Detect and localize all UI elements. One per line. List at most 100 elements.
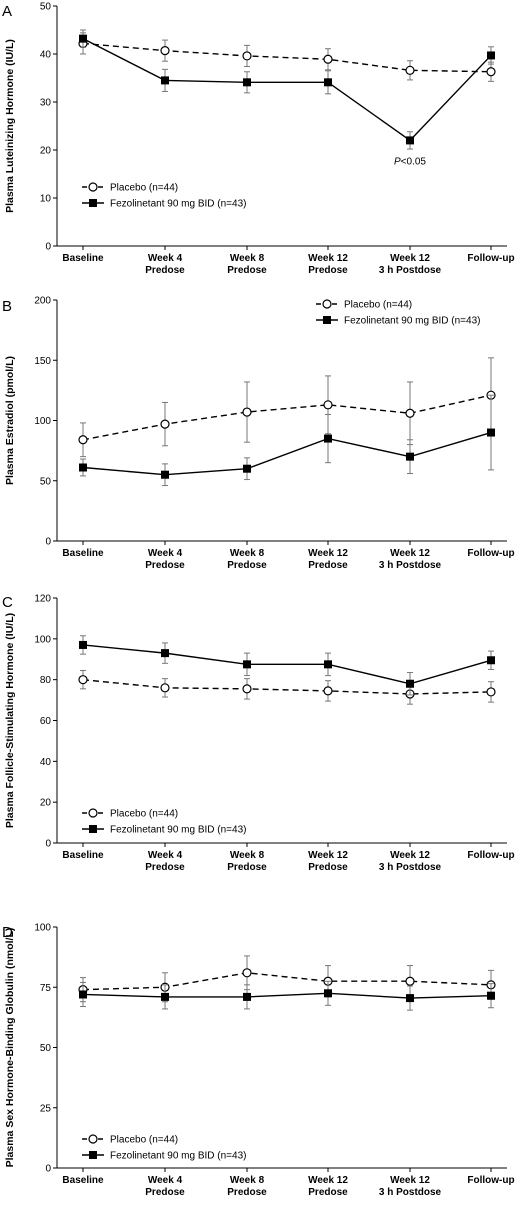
x-tick-label: Predose bbox=[145, 560, 185, 571]
x-tick-label: Week 8 bbox=[230, 548, 265, 559]
y-tick-label: 40 bbox=[40, 757, 52, 768]
data-point bbox=[242, 968, 252, 978]
y-tick-label: 25 bbox=[40, 1103, 52, 1114]
x-tick-label: Baseline bbox=[62, 548, 104, 559]
x-tick-label: 3 h Postdose bbox=[379, 1187, 442, 1198]
y-axis-title: Plasma Luteinizing Hormone (IU/L) bbox=[4, 39, 16, 213]
data-point bbox=[79, 463, 87, 472]
series-placebo bbox=[78, 669, 496, 705]
annotation-threshold: <0.05 bbox=[401, 156, 427, 167]
panel-label: C bbox=[2, 594, 13, 611]
x-tick-label: Week 8 bbox=[230, 850, 265, 861]
x-tick-label: Week 8 bbox=[230, 1175, 265, 1186]
y-tick-label: 200 bbox=[34, 296, 51, 307]
y-tick-label: 0 bbox=[45, 242, 51, 253]
series-line bbox=[82, 678, 492, 695]
series-placebo bbox=[78, 357, 496, 458]
y-tick-label: 0 bbox=[45, 1164, 51, 1175]
data-point bbox=[324, 434, 332, 443]
y-tick-label: 80 bbox=[40, 675, 52, 686]
x-tick-label: Predose bbox=[308, 1187, 348, 1198]
x-tick-label: Week 4 bbox=[148, 1175, 183, 1186]
y-tick-label: 75 bbox=[40, 983, 52, 994]
x-tick-label: 3 h Postdose bbox=[379, 560, 442, 571]
x-tick-label: Week 4 bbox=[148, 253, 183, 264]
data-point bbox=[161, 992, 169, 1001]
y-tick-label: 50 bbox=[40, 2, 52, 13]
y-tick-label: 60 bbox=[40, 716, 52, 727]
series-fezolinetant bbox=[79, 394, 495, 487]
series-line bbox=[82, 394, 492, 441]
x-tick-label: Predose bbox=[308, 265, 348, 276]
legend-marker bbox=[89, 825, 97, 833]
x-tick-label: Week 8 bbox=[230, 253, 265, 264]
legend: Placebo (n=44) Fezolinetant 90 mg BID (n=… bbox=[82, 1134, 246, 1162]
legend-entry: Placebo (n=44) bbox=[344, 300, 412, 311]
x-tick-label: Week 12 bbox=[390, 253, 430, 264]
x-tick-label: Week 12 bbox=[308, 253, 348, 264]
data-point bbox=[487, 991, 495, 1000]
x-tick-label: Week 12 bbox=[390, 548, 430, 559]
x-tick-label: Baseline bbox=[62, 1175, 104, 1186]
y-axis-title: Plasma Estradiol (pmol/L) bbox=[4, 356, 16, 485]
data-point bbox=[79, 34, 87, 43]
data-point bbox=[242, 684, 252, 694]
data-point bbox=[161, 76, 169, 85]
data-point bbox=[405, 65, 415, 75]
series-line bbox=[82, 972, 492, 991]
x-tick-label: Predose bbox=[227, 1187, 267, 1198]
y-tick-label: 100 bbox=[34, 416, 51, 427]
data-point bbox=[486, 687, 496, 697]
data-point bbox=[405, 408, 415, 418]
legend-entry: Placebo (n=44) bbox=[110, 183, 178, 194]
x-tick-label: Predose bbox=[308, 560, 348, 571]
x-tick-label: Follow-up bbox=[467, 253, 514, 264]
series-line bbox=[82, 42, 492, 73]
legend-marker bbox=[89, 199, 97, 207]
panel-label: D bbox=[2, 924, 13, 941]
data-point bbox=[406, 452, 414, 461]
x-tick-label: Predose bbox=[145, 265, 185, 276]
x-tick-label: Week 12 bbox=[308, 1175, 348, 1186]
data-point bbox=[78, 675, 88, 685]
panel-label: B bbox=[2, 298, 12, 315]
legend-entry: Fezolinetant 90 mg BID (n=43) bbox=[110, 1151, 246, 1162]
data-point bbox=[406, 136, 414, 145]
x-tick-label: Baseline bbox=[62, 850, 104, 861]
data-point bbox=[243, 464, 251, 473]
data-point bbox=[79, 640, 87, 649]
legend-marker bbox=[323, 316, 331, 324]
panel-label: A bbox=[2, 3, 12, 20]
legend-marker bbox=[88, 182, 98, 192]
x-tick-label: Predose bbox=[227, 265, 267, 276]
legend-entry: Fezolinetant 90 mg BID (n=43) bbox=[344, 316, 480, 327]
data-point bbox=[161, 470, 169, 479]
data-point bbox=[243, 660, 251, 669]
x-tick-label: Predose bbox=[145, 1187, 185, 1198]
legend-entry: Placebo (n=44) bbox=[110, 1135, 178, 1146]
data-point bbox=[486, 67, 496, 77]
data-point bbox=[242, 51, 252, 61]
x-tick-label: Week 4 bbox=[148, 548, 183, 559]
x-tick-label: Baseline bbox=[62, 253, 104, 264]
y-tick-label: 100 bbox=[34, 634, 51, 645]
series-placebo bbox=[78, 32, 496, 82]
data-point bbox=[160, 419, 170, 429]
data-point bbox=[323, 54, 333, 64]
data-point bbox=[242, 407, 252, 417]
y-tick-label: 20 bbox=[40, 146, 52, 157]
series-line bbox=[82, 644, 492, 685]
y-tick-label: 30 bbox=[40, 98, 52, 109]
y-tick-label: 20 bbox=[40, 798, 52, 809]
x-tick-label: Predose bbox=[308, 862, 348, 873]
y-tick-label: 100 bbox=[34, 923, 51, 934]
data-point bbox=[487, 428, 495, 437]
legend-entry: Fezolinetant 90 mg BID (n=43) bbox=[110, 825, 246, 836]
y-tick-label: 120 bbox=[34, 594, 51, 605]
y-tick-label: 150 bbox=[34, 356, 51, 367]
y-tick-label: 40 bbox=[40, 50, 52, 61]
data-point bbox=[324, 78, 332, 87]
x-tick-label: Week 12 bbox=[308, 548, 348, 559]
